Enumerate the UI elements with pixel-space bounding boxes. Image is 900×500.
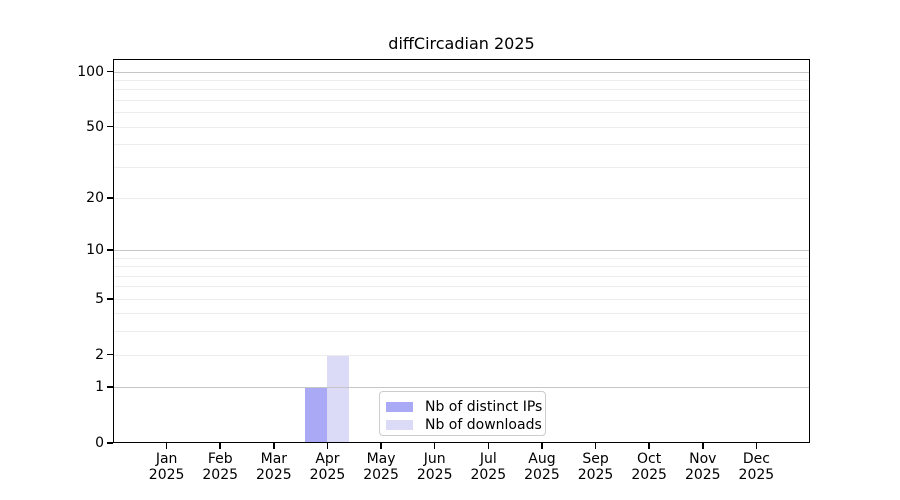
legend-item-distinct-ips: Nb of distinct IPs (386, 398, 542, 416)
x-axis-tick (702, 443, 704, 449)
minor-gridline (114, 112, 809, 114)
x-tick-label: Aug 2025 (524, 451, 560, 483)
x-tick-label: Dec 2025 (738, 451, 775, 483)
minor-gridline (114, 354, 809, 356)
minor-gridline (114, 126, 809, 128)
x-tick-label: Apr 2025 (309, 451, 346, 483)
y-tick-label: 2 (95, 346, 104, 363)
y-tick-label: 100 (77, 63, 104, 80)
y-tick-label: 10 (86, 241, 104, 258)
minor-gridline (114, 286, 809, 288)
y-tick-label: 1 (95, 379, 104, 396)
legend-swatch-downloads (386, 420, 413, 430)
minor-gridline (114, 79, 809, 81)
x-tick-label: Nov 2025 (684, 451, 721, 483)
major-gridline (114, 249, 809, 251)
minor-gridline (114, 257, 809, 259)
minor-gridline (114, 197, 809, 199)
plot-area-border (113, 59, 810, 443)
x-tick-label: Oct 2025 (631, 451, 667, 483)
y-axis-tick (107, 70, 113, 73)
major-gridline (114, 387, 809, 389)
y-axis-tick (107, 353, 113, 356)
x-axis-tick (433, 443, 436, 449)
bar-nb-of-distinct-ips-apr (305, 387, 328, 443)
x-tick-label: Sep 2025 (577, 451, 614, 483)
minor-gridline (114, 99, 809, 101)
y-axis-tick (107, 125, 113, 128)
y-tick-label: 50 (86, 118, 104, 135)
minor-gridline (114, 266, 809, 268)
x-axis-tick (326, 443, 329, 449)
legend: Nb of distinct IPs Nb of downloads (379, 391, 546, 436)
minor-gridline (114, 89, 809, 91)
x-axis-tick (273, 443, 275, 449)
x-axis-tick (541, 443, 543, 449)
y-axis-tick (107, 386, 113, 388)
legend-item-downloads: Nb of downloads (386, 416, 542, 434)
y-axis-tick (107, 442, 113, 444)
y-axis-tick (107, 249, 113, 251)
chart-title: diffCircadian 2025 (388, 34, 535, 53)
minor-gridline (114, 166, 809, 168)
y-axis-tick (107, 298, 113, 300)
x-axis-tick (755, 443, 758, 449)
legend-swatch-distinct-ips (386, 402, 413, 412)
y-tick-label: 5 (95, 290, 104, 307)
x-axis-tick (648, 443, 650, 449)
y-axis-tick (107, 197, 113, 199)
y-tick-label: 0 (95, 435, 104, 451)
minor-gridline (114, 313, 809, 315)
x-axis-tick (594, 443, 597, 449)
legend-label-downloads: Nb of downloads (425, 417, 542, 433)
x-tick-label: May 2025 (363, 451, 399, 483)
legend-label-distinct-ips: Nb of distinct IPs (425, 399, 543, 415)
x-axis-tick (487, 443, 490, 449)
x-tick-label: Feb 2025 (202, 451, 239, 483)
x-axis-tick (380, 443, 382, 449)
x-tick-label: Jul 2025 (470, 451, 507, 483)
x-axis-tick (219, 443, 221, 449)
minor-gridline (114, 298, 809, 300)
minor-gridline (114, 275, 809, 277)
bar-nb-of-downloads-apr (327, 354, 350, 443)
x-tick-label: Jan 2025 (148, 451, 185, 483)
major-gridline (114, 71, 809, 73)
minor-gridline (114, 331, 809, 333)
minor-gridline (114, 144, 809, 146)
x-tick-label: Jun 2025 (416, 451, 453, 483)
x-axis-tick (165, 443, 168, 449)
x-tick-label: Mar 2025 (256, 451, 292, 483)
y-tick-label: 20 (86, 189, 104, 206)
